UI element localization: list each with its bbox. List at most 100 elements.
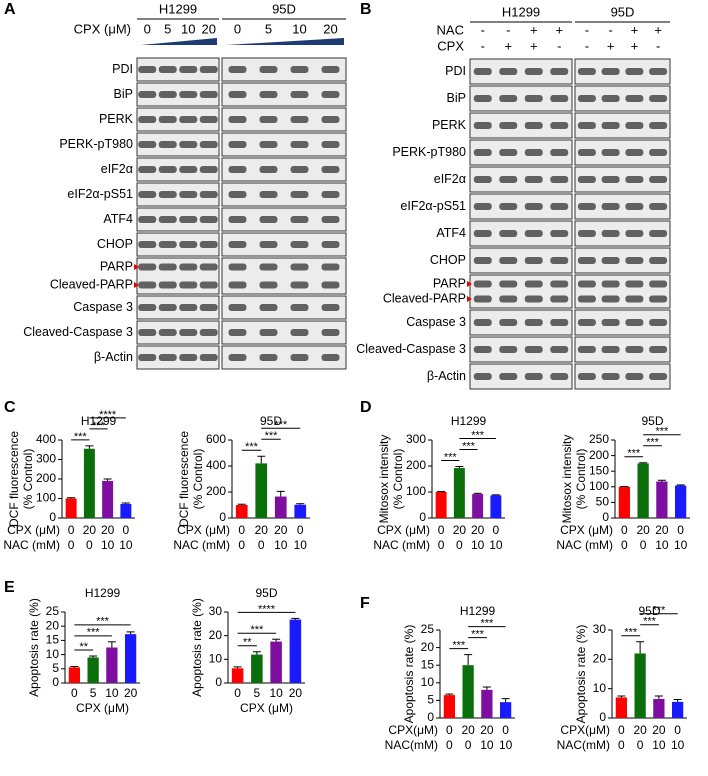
treatment-value: + <box>631 22 639 37</box>
band <box>524 95 543 102</box>
blot-box <box>221 320 347 345</box>
marker-arrow <box>134 264 139 270</box>
bar <box>634 653 646 718</box>
band <box>473 230 492 237</box>
blot-box <box>136 132 220 157</box>
x-tick-label: 0 <box>502 723 509 737</box>
treatment-value: 0 <box>234 21 241 36</box>
band <box>199 91 218 98</box>
band <box>179 91 198 98</box>
x-row-name: CPX (μM) <box>377 523 430 537</box>
group-label: H1299 <box>159 1 197 16</box>
dose-wedge <box>141 38 217 45</box>
band <box>138 281 157 289</box>
x-tick-label: 0 <box>438 523 445 537</box>
band <box>524 149 543 156</box>
band <box>601 319 620 326</box>
band <box>321 281 340 289</box>
blot-box <box>221 207 347 232</box>
band <box>550 149 569 156</box>
panel-label: D <box>360 399 372 416</box>
band <box>524 346 543 353</box>
band <box>228 281 247 289</box>
chart-title: H1299 <box>85 586 121 600</box>
band <box>649 203 668 210</box>
row-label: PDI <box>112 62 133 76</box>
row-label: PERK <box>432 118 467 132</box>
y-tick-label: 100 <box>406 484 426 498</box>
bar <box>274 496 287 518</box>
marker-arrow <box>134 282 139 288</box>
band <box>321 66 340 73</box>
significance-label: *** <box>250 624 264 636</box>
significance-label: ** <box>79 641 88 653</box>
y-tick-label: 25 <box>421 622 435 636</box>
y-tick-label: 100 <box>36 491 56 505</box>
band <box>577 149 596 156</box>
bar <box>106 647 118 683</box>
band <box>577 257 596 264</box>
y-tick-label: 5 <box>427 693 434 707</box>
x-tick-label: 0 <box>465 738 472 752</box>
x-tick-label: 0 <box>438 538 445 552</box>
band <box>199 66 218 73</box>
bar <box>653 698 665 718</box>
band <box>158 191 177 198</box>
band <box>577 295 596 303</box>
row-label: PERK <box>99 112 134 126</box>
marker-arrow <box>467 296 472 302</box>
y-axis-label: Apoptosis rate (%) <box>27 598 41 697</box>
blot-box <box>136 345 220 370</box>
band <box>601 373 620 380</box>
band <box>499 346 518 353</box>
significance-label: *** <box>627 448 641 460</box>
x-row-name: NAC (mM) <box>173 538 230 552</box>
y-tick-label: 0 <box>419 510 426 524</box>
significance-label: **** <box>258 603 276 615</box>
y-tick-label: 0 <box>52 675 59 689</box>
treatment-value: - <box>656 38 660 53</box>
x-tick-label: 20 <box>633 723 647 737</box>
y-tick-label: 30 <box>593 622 607 636</box>
significance-label: *** <box>96 616 110 628</box>
y-tick-label: 20 <box>209 628 223 642</box>
x-tick-label: 0 <box>68 523 75 537</box>
row-label: BiP <box>114 87 133 101</box>
band <box>228 354 247 361</box>
y-tick-label: 0 <box>219 510 226 524</box>
x-tick-label: 20 <box>274 523 288 537</box>
significance-label: *** <box>92 420 106 432</box>
panel-label: C <box>4 399 16 416</box>
band <box>499 176 518 183</box>
significance-label: **** <box>99 409 117 421</box>
bar <box>289 619 302 683</box>
bar <box>87 657 99 683</box>
blot-box <box>136 232 220 257</box>
band <box>499 373 518 380</box>
band <box>577 280 596 288</box>
band <box>321 216 340 223</box>
band <box>158 141 177 148</box>
band <box>577 176 596 183</box>
bar <box>102 480 114 518</box>
band <box>290 166 309 173</box>
band <box>290 281 309 289</box>
band <box>179 263 198 271</box>
bar <box>65 498 77 518</box>
band <box>259 304 278 311</box>
band <box>290 66 309 73</box>
bar <box>120 503 132 518</box>
treatment-value: + <box>504 38 512 53</box>
row-label: β-Actin <box>94 350 133 364</box>
band <box>524 280 543 288</box>
significance-label: *** <box>624 627 638 639</box>
row-label: eIF2α-pS51 <box>67 187 133 201</box>
treatment-value: 20 <box>202 21 216 36</box>
blot-box <box>136 157 220 182</box>
band <box>577 68 596 75</box>
x-row-name: CPX (μM) <box>177 523 230 537</box>
band <box>649 68 668 75</box>
treatment-value: - <box>608 22 612 37</box>
significance-label: *** <box>245 441 259 453</box>
y-tick-label: 0 <box>602 510 609 524</box>
